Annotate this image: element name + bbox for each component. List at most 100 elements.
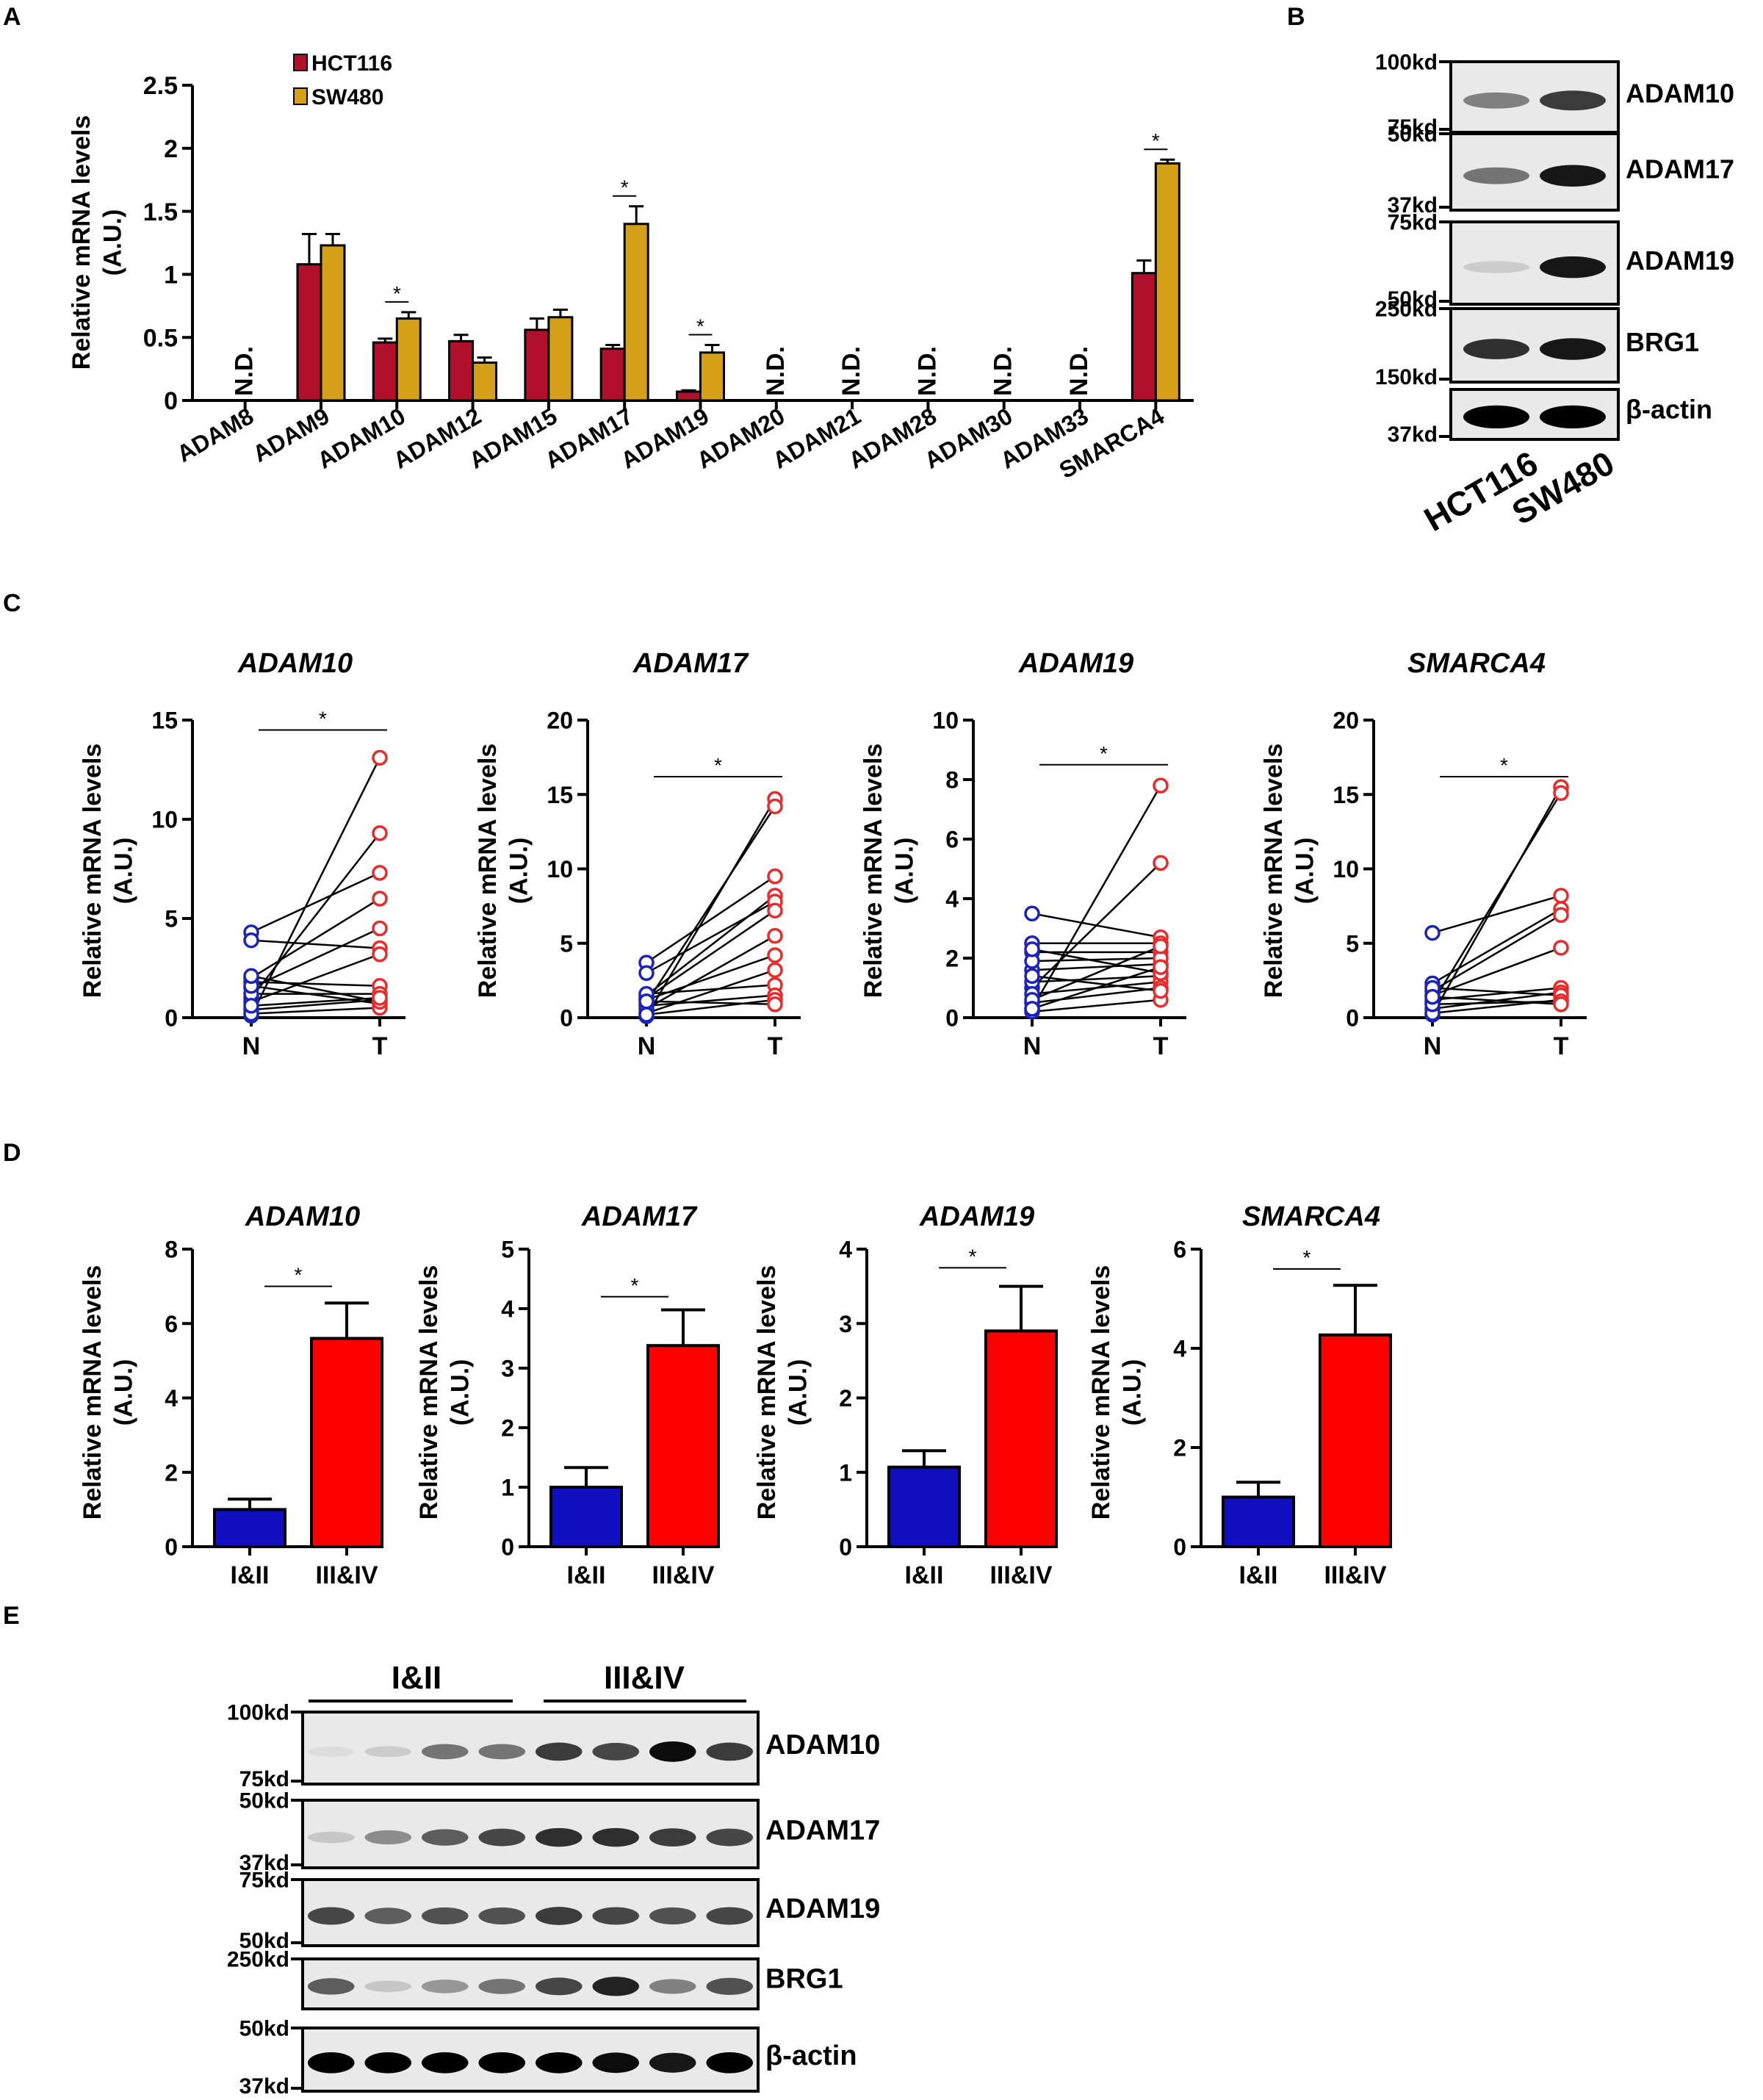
- a-bar-hct116: [524, 328, 550, 402]
- c2-point-tumor: [767, 798, 783, 815]
- b-row-3-band: [1540, 338, 1606, 360]
- c3-pair-line: [1031, 963, 1161, 971]
- b-row-1-band: [1463, 167, 1529, 184]
- e-row-0-band: [478, 1744, 526, 1760]
- a-sig-star: *: [1152, 129, 1160, 152]
- d1-y-tick-label: 2: [165, 1459, 178, 1486]
- b-row-3-protein-label: BRG1: [1626, 327, 1699, 357]
- d1-x-tick-label: III&IV: [315, 1561, 378, 1589]
- d3-ylabel: Relative mRNA levels: [753, 1265, 781, 1520]
- c2-point-tumor: [767, 868, 783, 885]
- c3-sig-star: *: [1100, 742, 1108, 765]
- c1-ylabel: Relative mRNA levels: [79, 744, 107, 998]
- c2-point-tumor: [767, 996, 783, 1013]
- e-row-2-band: [364, 1907, 412, 1924]
- e-row-3-band: [535, 1977, 583, 1996]
- c4-sig-star: *: [1500, 754, 1508, 777]
- b-row-3-marker-top: 250kd: [1375, 298, 1438, 322]
- e-row-4-band: [421, 2052, 469, 2074]
- a-nd-label: N.D.: [231, 346, 259, 396]
- a-bar-hct116: [599, 348, 626, 402]
- c4-point-tumor: [1553, 907, 1569, 924]
- e-row-0-marker-top: 100kd: [227, 1701, 289, 1725]
- a-legend-label-sw480: SW480: [311, 85, 383, 109]
- d3-y-tick-label: 3: [839, 1311, 852, 1337]
- c4-ylabel: Relative mRNA levels: [1260, 744, 1288, 998]
- c2-y-tick-label: 15: [547, 782, 573, 808]
- d1-ylabel-units: (A.U.): [110, 1359, 138, 1426]
- c4-point-tumor: [1553, 996, 1569, 1013]
- c3-pair-line: [1031, 999, 1161, 1013]
- c2-pair-line: [645, 805, 776, 1004]
- c2-pair-line: [646, 900, 776, 974]
- a-nd-label: N.D.: [837, 346, 865, 396]
- c1-y-tick-label: 0: [165, 1005, 178, 1032]
- e-row-4-band: [649, 2052, 696, 2073]
- b-row-2-marker-top: 75kd: [1388, 211, 1438, 235]
- d1-bar: [310, 1337, 383, 1548]
- a-x-tick-label: ADAM8: [173, 403, 259, 467]
- d2-y-tick-label: 5: [501, 1237, 514, 1263]
- d3-bar: [887, 1465, 961, 1548]
- e-row-2-band: [478, 1907, 526, 1925]
- a-legend-swatch-sw480: [293, 87, 308, 105]
- c2-x-tick-label: T: [768, 1032, 783, 1060]
- panel-a-bar-chart: 0 0.5 1 1.5 2 2.5 Relative mRNA levels (A.U.) AD…: [68, 51, 1194, 483]
- c3-point-tumor: [1153, 982, 1169, 999]
- c1-pair-line: [250, 757, 381, 1016]
- c3-point-normal: [1024, 1001, 1040, 1017]
- c1-point-tumor: [372, 749, 388, 766]
- e-row-2-marker-bottom: 50kd: [239, 1929, 289, 1953]
- c4-point-normal: [1424, 924, 1441, 941]
- d2-ylabel: Relative mRNA levels: [415, 1265, 443, 1520]
- e-row-4-band: [364, 2052, 412, 2074]
- c2-y-tick-label: 20: [547, 708, 573, 734]
- c4-pair-line: [1432, 908, 1562, 985]
- e-row-3-protein-label: BRG1: [765, 1963, 843, 1994]
- c1-y-tick-label: 15: [151, 708, 178, 734]
- e-row-3-band: [478, 1978, 526, 1994]
- b-row-3-marker-bottom: 150kd: [1375, 365, 1438, 389]
- c2-point-tumor: [767, 927, 783, 944]
- e-row-4-band: [592, 2052, 640, 2074]
- c1-point-tumor: [372, 891, 388, 907]
- c1-point-tumor: [372, 990, 388, 1006]
- e-row-1-band: [421, 1829, 469, 1846]
- c3-pair-line: [1031, 975, 1161, 992]
- d3-x-tick-label: III&IV: [989, 1561, 1052, 1589]
- c1-pair-line: [250, 996, 381, 1007]
- d2-y-tick-label: 1: [501, 1475, 514, 1501]
- panel-e-western-blot: 100kd75kdADAM1050kd37kdADAM1775kd50kdADA…: [227, 1660, 880, 2099]
- panel-label-c: C: [3, 589, 21, 617]
- a-bar-hct116: [676, 390, 702, 402]
- c3-y-tick-label: 10: [932, 708, 959, 734]
- b-row-1-band: [1540, 165, 1606, 187]
- e-row-0-marker-bottom: 75kd: [239, 1767, 289, 1791]
- a-nd-label: N.D.: [1065, 346, 1093, 396]
- b-row-1-protein-label: ADAM17: [1626, 154, 1734, 184]
- a-bar-sw480: [472, 362, 498, 402]
- c3-point-normal: [1024, 941, 1040, 957]
- d1-y-tick-label: 0: [165, 1534, 178, 1561]
- c2-pair-line: [645, 798, 776, 1017]
- d3-bar: [984, 1329, 1058, 1548]
- c1-point-normal: [243, 968, 259, 985]
- c1-pair-line: [250, 939, 381, 949]
- d4-bar: [1319, 1333, 1392, 1549]
- c1-point-tumor: [372, 865, 388, 881]
- b-row-4-marker-bottom: 37kd: [1388, 422, 1438, 447]
- d3-y-tick-label: 4: [839, 1237, 852, 1263]
- e-row-4-band: [478, 2052, 526, 2074]
- a-sig-star: *: [621, 176, 629, 199]
- c4-y-tick-label: 20: [1333, 708, 1359, 734]
- d2-y-tick-label: 3: [501, 1356, 514, 1382]
- b-row-0-band: [1463, 92, 1529, 109]
- c1-y-tick-label: 10: [151, 807, 178, 833]
- c1-point-tumor: [372, 825, 388, 841]
- e-row-2-band: [421, 1907, 469, 1925]
- c4-point-normal: [1424, 988, 1441, 1005]
- c1-pair-line: [250, 981, 381, 988]
- e-row-2-band: [649, 1907, 696, 1925]
- c3-pair-line: [1031, 913, 1161, 938]
